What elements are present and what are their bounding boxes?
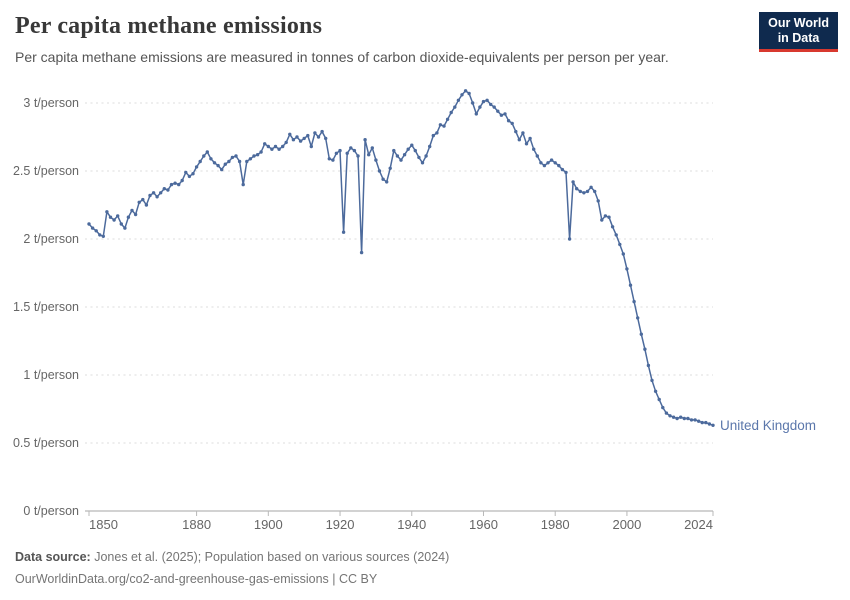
chart-subtitle: Per capita methane emissions are measure… [15, 49, 669, 65]
y-tick-label: 2 t/person [23, 232, 79, 246]
y-tick-label: 0 t/person [23, 504, 79, 518]
gridlines [85, 102, 713, 512]
y-tick-label: 3 t/person [23, 96, 79, 110]
data-source-text: Jones et al. (2025); Population based on… [90, 550, 450, 564]
x-tick-label: 2024 [684, 517, 713, 532]
y-tick-label: 1 t/person [23, 368, 79, 382]
y-axis-labels: 0 t/person 0.5 t/person 1 t/person 1.5 t/pe… [13, 96, 79, 518]
footer-note-line: OurWorldinData.org/co2-and-greenhouse-ga… [15, 572, 378, 586]
x-tick-label: 1850 [89, 517, 118, 532]
x-tick-label: 1900 [254, 517, 283, 532]
entity-label[interactable]: United Kingdom [720, 418, 816, 433]
chart-footer: Data source: Jones et al. (2025); Popula… [15, 546, 449, 590]
owid-logo[interactable]: Our World in Data [759, 12, 838, 52]
footer-source-line: Data source: Jones et al. (2025); Popula… [15, 546, 449, 568]
x-tick-label: 2000 [612, 517, 641, 532]
x-tick-label: 1940 [397, 517, 426, 532]
x-tick-label: 1920 [326, 517, 355, 532]
x-axis: 1850 1880 1900 1920 1940 1960 1980 2000 2024 [88, 511, 714, 532]
x-tick-label: 1960 [469, 517, 498, 532]
x-tick-label: 1880 [182, 517, 211, 532]
y-tick-label: 0.5 t/person [13, 436, 79, 450]
y-tick-label: 1.5 t/person [13, 300, 79, 314]
owid-logo-line1: Our World [768, 16, 829, 30]
owid-logo-line2: in Data [777, 31, 820, 45]
series-points [87, 89, 715, 427]
x-tick-label: 1980 [541, 517, 570, 532]
chart-title: Per capita methane emissions [15, 13, 323, 39]
y-tick-label: 2.5 t/person [13, 164, 79, 178]
data-source-label: Data source: [15, 550, 91, 564]
